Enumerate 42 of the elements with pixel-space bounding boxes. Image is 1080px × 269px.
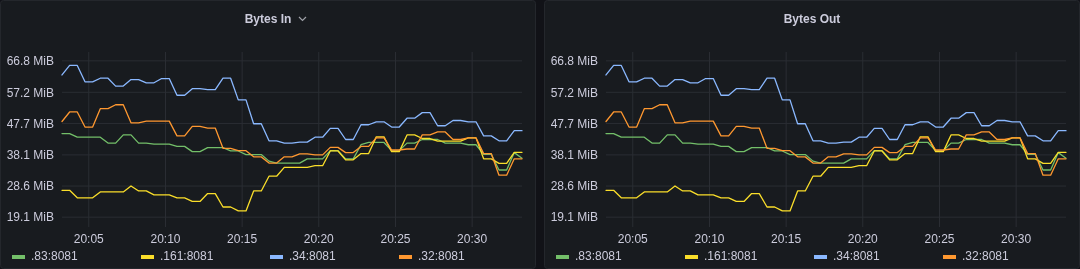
y-tick-label: 19.1 MiB	[550, 210, 598, 225]
y-tick-label: 28.6 MiB	[550, 179, 598, 194]
line-series	[605, 134, 1067, 212]
legend-label: .83:8081	[31, 249, 79, 263]
x-tick-label: 20:15	[227, 232, 258, 246]
y-tick-label: 47.7 MiB	[6, 116, 54, 131]
y-tick-label: 66.8 MiB	[550, 54, 598, 69]
line-series	[61, 64, 523, 144]
line-series	[61, 134, 523, 212]
line-series	[605, 132, 1067, 171]
y-tick-label: 38.1 MiB	[550, 148, 598, 163]
legend-label: .34:8081	[289, 249, 337, 263]
x-tick-label: 20:10	[150, 232, 181, 246]
line-series	[61, 132, 523, 171]
y-tick-label: 28.6 MiB	[6, 179, 54, 194]
y-tick-label: 66.8 MiB	[6, 54, 54, 69]
line-series	[61, 104, 523, 176]
y-tick-label: 57.2 MiB	[6, 85, 54, 100]
y-tick-label: 38.1 MiB	[6, 148, 54, 163]
legend-label: .32:8081	[418, 249, 466, 263]
legend-label: .32:8081	[962, 249, 1010, 263]
x-tick-label: 20:05	[73, 232, 105, 246]
legend-label: .161:8081	[160, 249, 214, 263]
y-tick-label: 19.1 MiB	[6, 210, 54, 225]
chart-title: Bytes Out	[783, 12, 841, 26]
x-tick-label: 20:10	[694, 232, 725, 246]
legend-label: .34:8081	[833, 249, 881, 263]
y-tick-label: 47.7 MiB	[550, 116, 598, 131]
legend-label: .83:8081	[575, 249, 623, 263]
x-tick-label: 20:25	[924, 232, 955, 246]
legend-label: .161:8081	[704, 249, 758, 263]
y-tick-label: 57.2 MiB	[550, 85, 598, 100]
x-tick-label: 20:20	[847, 232, 879, 246]
x-tick-label: 20:30	[1001, 232, 1032, 246]
x-tick-label: 20:25	[380, 232, 411, 246]
x-tick-label: 20:15	[771, 232, 802, 246]
x-tick-label: 20:20	[303, 232, 335, 246]
line-series	[605, 104, 1067, 176]
line-series	[605, 64, 1067, 144]
chart-title: Bytes In	[244, 12, 292, 26]
x-tick-label: 20:05	[617, 232, 649, 246]
x-tick-label: 20:30	[457, 232, 488, 246]
